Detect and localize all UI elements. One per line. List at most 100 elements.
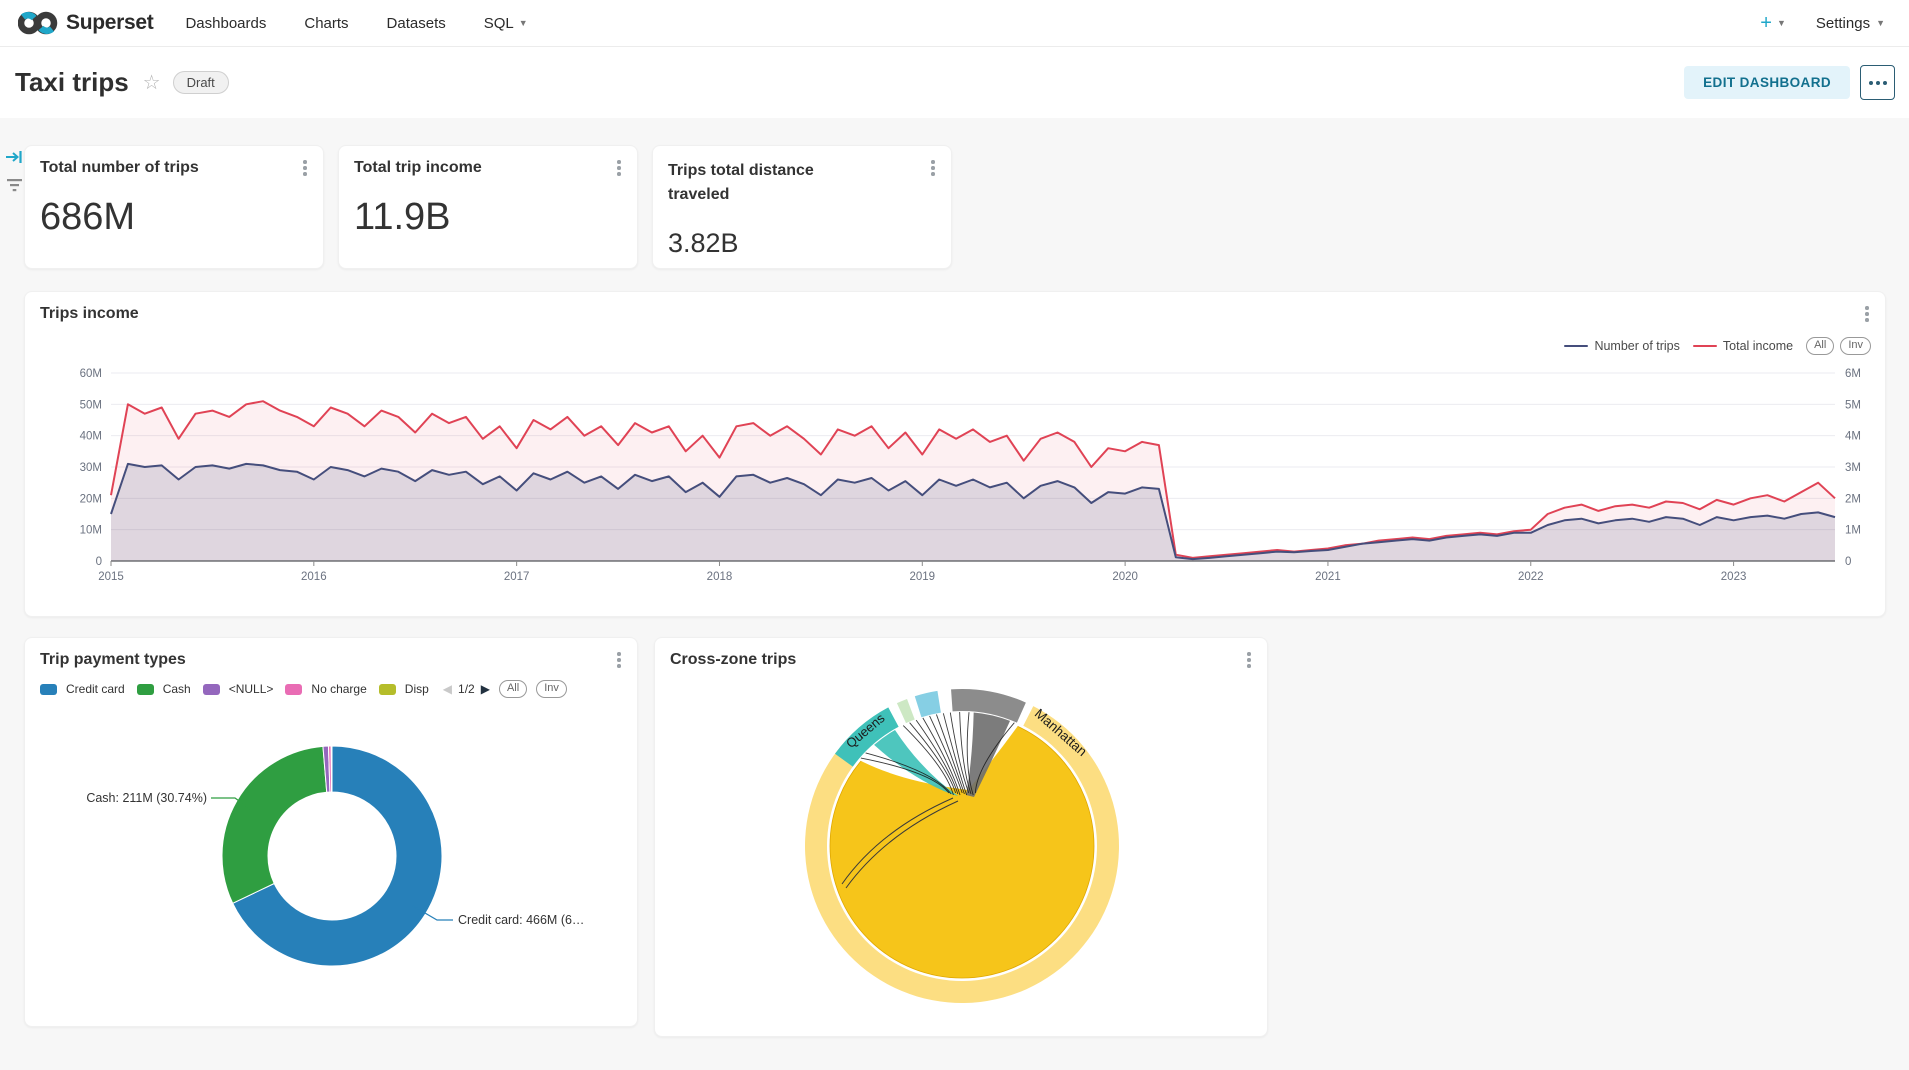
kebab-menu-icon[interactable] — [1239, 648, 1259, 672]
line-chart-legend: Number of trips Total income All Inv — [1564, 337, 1871, 355]
pager-next-icon[interactable]: ▶ — [480, 682, 490, 696]
more-actions-button[interactable] — [1860, 65, 1895, 100]
legend-label[interactable]: Disp — [404, 682, 429, 696]
header-actions: EDIT DASHBOARD — [1684, 65, 1895, 100]
legend-all-button[interactable]: All — [498, 680, 528, 698]
legend-label[interactable]: Cash — [162, 682, 191, 696]
svg-text:Cash: 211M (30.74%): Cash: 211M (30.74%) — [86, 791, 207, 805]
svg-text:2020: 2020 — [1112, 571, 1138, 583]
legend-line-marker — [1564, 344, 1589, 348]
kpi-card-trip-income: Total trip income 11.9B — [338, 145, 638, 269]
chart-title: Cross-zone trips — [670, 651, 797, 668]
svg-text:6M: 6M — [1845, 368, 1861, 380]
kebab-menu-icon[interactable] — [609, 648, 629, 672]
payment-types-donut-chart[interactable]: Cash: 211M (30.74%) Credit card: 466M (6… — [25, 700, 639, 1020]
svg-text:60M: 60M — [80, 368, 102, 380]
nav-menu: Dashboards Charts Datasets SQL ▼ — [185, 15, 527, 32]
nav-item-sql-label: SQL — [483, 14, 514, 32]
svg-text:2019: 2019 — [909, 571, 935, 583]
kpi-title: Total trip income — [354, 159, 482, 176]
svg-text:10M: 10M — [80, 525, 102, 537]
svg-text:Credit card: 466M (6…: Credit card: 466M (6… — [458, 913, 584, 927]
svg-text:20M: 20M — [80, 493, 102, 505]
svg-text:3M: 3M — [1845, 462, 1861, 474]
nav-item-charts[interactable]: Charts — [304, 14, 349, 32]
trips-income-card: Trips income Number of trips Total incom… — [24, 291, 1886, 617]
kpi-card-total-trips: Total number of trips 686M — [24, 145, 324, 269]
filter-icon[interactable] — [4, 176, 26, 194]
svg-text:2015: 2015 — [98, 571, 124, 583]
kebab-menu-icon[interactable] — [1857, 302, 1877, 326]
svg-text:50M: 50M — [80, 399, 102, 411]
new-item-button[interactable]: + ▼ — [1760, 13, 1786, 33]
legend-chip[interactable] — [378, 683, 396, 695]
svg-text:2022: 2022 — [1518, 571, 1544, 583]
kebab-menu-icon[interactable] — [609, 156, 629, 180]
legend-label[interactable]: <NULL> — [228, 682, 274, 696]
legend-chip[interactable] — [40, 683, 57, 695]
payment-types-card: Trip payment types Credit card Cash <NUL… — [24, 637, 638, 1027]
svg-text:2016: 2016 — [301, 571, 327, 583]
legend-line-marker — [1692, 344, 1717, 348]
chart-title: Trip payment types — [40, 651, 186, 668]
trips-income-line-chart[interactable]: 60M 6M 50M 5M 40M 4M 30M 3M 20M 2M 10M 1M 0 0 2015 2016… — [25, 362, 1887, 612]
svg-text:2017: 2017 — [504, 571, 530, 583]
legend-label: Total income — [1722, 339, 1794, 353]
expand-filter-bar-icon[interactable] — [4, 148, 26, 166]
legend-pager: ◀ 1/2 ▶ — [443, 682, 490, 696]
nav-right: + ▼ Settings ▼ — [1760, 13, 1891, 33]
svg-text:2023: 2023 — [1721, 571, 1747, 583]
cross-zone-card: Cross-zone trips Queens Manhattan — [654, 637, 1268, 1037]
legend-chip[interactable] — [202, 683, 220, 695]
kpi-card-total-distance: Trips total distance traveled 3.82B — [652, 145, 952, 269]
superset-infinity-icon — [18, 11, 58, 35]
legend-chip[interactable] — [136, 683, 154, 695]
settings-menu[interactable]: Settings ▼ — [1816, 15, 1885, 32]
kpi-title: Total number of trips — [40, 159, 199, 176]
legend-item-number-of-trips[interactable]: Number of trips — [1564, 339, 1680, 353]
svg-text:4M: 4M — [1845, 431, 1861, 443]
svg-text:0: 0 — [96, 556, 102, 568]
legend-label[interactable]: Credit card — [66, 682, 125, 696]
kebab-menu-icon[interactable] — [923, 156, 943, 180]
legend-inv-button[interactable]: Inv — [1840, 337, 1871, 355]
svg-text:1M: 1M — [1845, 525, 1861, 537]
plus-icon: + — [1760, 12, 1772, 34]
top-nav: Superset Dashboards Charts Datasets SQL … — [0, 0, 1909, 47]
edit-dashboard-button[interactable]: EDIT DASHBOARD — [1684, 66, 1850, 99]
svg-text:2M: 2M — [1845, 493, 1861, 505]
legend-inv-button[interactable]: Inv — [536, 680, 567, 698]
svg-text:30M: 30M — [80, 462, 102, 474]
legend-all-button[interactable]: All — [1806, 337, 1835, 355]
kpi-value: 3.82B — [668, 228, 739, 258]
legend-label: Number of trips — [1594, 339, 1680, 353]
svg-text:40M: 40M — [80, 431, 102, 443]
svg-text:5M: 5M — [1845, 399, 1861, 411]
chevron-down-icon: ▼ — [1776, 17, 1786, 28]
dashboard-header: Taxi trips ☆ Draft EDIT DASHBOARD — [0, 47, 1909, 118]
superset-logo[interactable]: Superset — [18, 10, 154, 36]
favorite-star-icon[interactable]: ☆ — [142, 71, 161, 94]
kebab-menu-icon[interactable] — [295, 156, 315, 180]
pie-chart-legend: Credit card Cash <NULL> No charge Disp ◀… — [40, 680, 626, 698]
nav-item-datasets[interactable]: Datasets — [386, 14, 446, 32]
cross-zone-chord-chart[interactable]: Queens Manhattan — [655, 678, 1269, 1028]
svg-text:2021: 2021 — [1315, 571, 1341, 583]
legend-label[interactable]: No charge — [311, 682, 367, 696]
nav-item-dashboards[interactable]: Dashboards — [185, 14, 267, 32]
pager-prev-icon[interactable]: ◀ — [442, 682, 453, 696]
settings-label: Settings — [1815, 14, 1871, 32]
status-badge: Draft — [172, 71, 229, 94]
kpi-title: Trips total distance traveled — [668, 162, 814, 203]
pager-page-indicator: 1/2 — [458, 682, 475, 696]
chevron-down-icon: ▼ — [1876, 17, 1885, 28]
nav-item-sql[interactable]: SQL ▼ — [484, 15, 528, 32]
brand-name: Superset — [66, 11, 154, 34]
svg-text:0: 0 — [1845, 556, 1851, 568]
kpi-value: 686M — [40, 196, 136, 238]
legend-chip[interactable] — [285, 683, 303, 695]
chevron-down-icon: ▼ — [518, 17, 528, 28]
kpi-value: 11.9B — [354, 196, 451, 238]
legend-item-total-income[interactable]: Total income — [1692, 339, 1794, 353]
svg-text:2018: 2018 — [707, 571, 733, 583]
